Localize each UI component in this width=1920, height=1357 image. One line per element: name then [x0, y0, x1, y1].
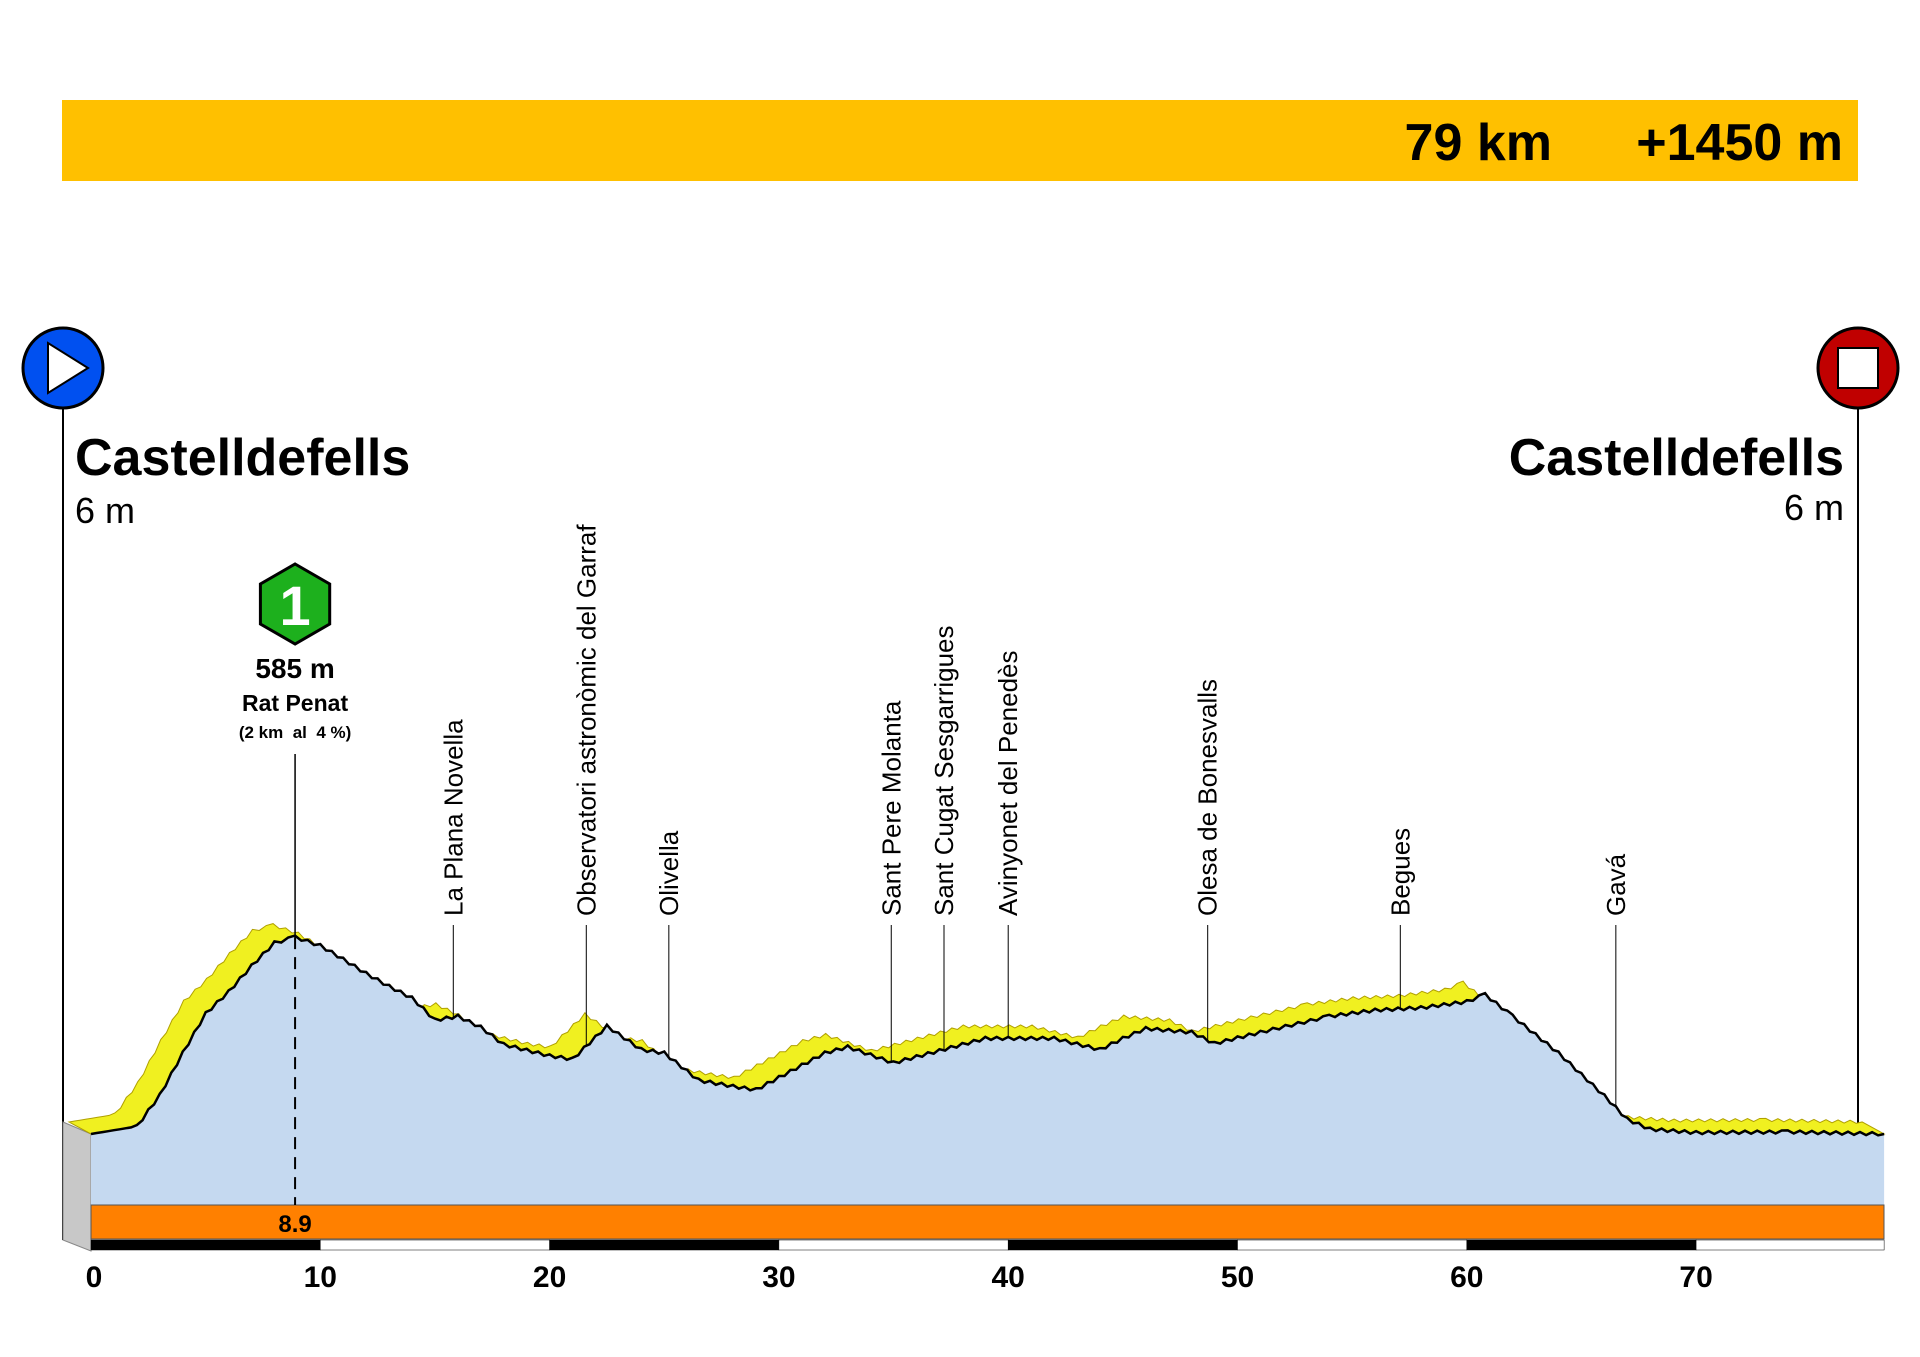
scale-bar-segment: [1237, 1239, 1468, 1251]
start-town: Castelldefells: [75, 429, 410, 487]
x-tick-label: 70: [1679, 1261, 1712, 1294]
profile-area: [91, 935, 1885, 1205]
climb-km-label: 8.9: [278, 1211, 311, 1238]
scale-bar-segment: [549, 1239, 780, 1251]
climb-detail: (2 km al 4 %): [239, 723, 351, 742]
place-label: Gavá: [1601, 853, 1631, 916]
x-axis-ticks: 0 10 20 30 40 50 60 70: [86, 1261, 1713, 1294]
start-altitude: 6 m: [75, 490, 135, 531]
x-tick-label: 60: [1450, 1261, 1483, 1294]
climb-altitude: 585 m: [255, 653, 334, 684]
place-label: La Plana Novella: [438, 719, 468, 916]
scale-bar-segment: [320, 1239, 550, 1251]
x-tick-label: 10: [304, 1261, 337, 1294]
scale-bar-segment: [90, 1239, 321, 1251]
x-tick-label: 30: [762, 1261, 795, 1294]
finish-town: Castelldefells: [1509, 429, 1844, 487]
climb-name: Rat Penat: [242, 690, 348, 716]
place-label: Begues: [1385, 828, 1415, 916]
place-label: Sant Cugat Sesgarrigues: [929, 625, 959, 916]
place-label: Observatori astronòmic del Garraf: [571, 524, 601, 916]
place-label: Olivella: [654, 830, 684, 916]
climb-category-hexagon: [258, 562, 332, 646]
place-label: Avinyonet del Penedès: [993, 651, 1023, 917]
x-tick-label: 20: [533, 1261, 566, 1294]
scale-bar-segment: [1007, 1239, 1238, 1251]
finish-altitude: 6 m: [1784, 487, 1844, 528]
distance-band: [90, 1204, 1885, 1240]
place-label: Olesa de Bonesvalls: [1193, 679, 1223, 916]
climb-category: 1: [279, 574, 310, 637]
km-scale-bar: [90, 1239, 1885, 1251]
place-label: Sant Pere Molanta: [876, 700, 906, 916]
finish-icon: [1816, 326, 1900, 410]
start-icon: [21, 326, 105, 410]
place-markers: La Plana Novella Observatori astronòmic d…: [438, 524, 1631, 1108]
profile-left-wall: [62, 1121, 92, 1252]
profile-line: [90, 934, 1885, 1137]
x-tick-label: 50: [1221, 1261, 1254, 1294]
elevation-gain: +1450 m: [1636, 114, 1843, 172]
header-banner: [62, 100, 1858, 181]
total-distance: 79 km: [1405, 114, 1552, 172]
climb-marker: 1 585 m Rat Penat (2 km al 4 %) 8.9: [239, 562, 351, 1238]
x-tick-label: 40: [992, 1261, 1025, 1294]
scale-bar-segment: [1466, 1239, 1697, 1251]
scale-bar-segment: [778, 1239, 1009, 1251]
scale-bar-segment: [1695, 1239, 1885, 1251]
x-tick-label: 0: [86, 1261, 103, 1294]
